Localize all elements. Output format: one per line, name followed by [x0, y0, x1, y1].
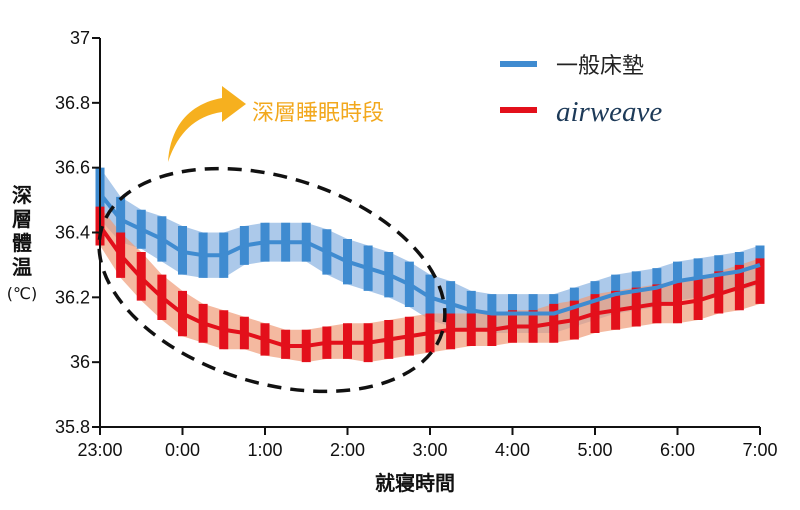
y-axis-title-char-4: 温 — [12, 255, 32, 279]
y-axis-unit: (℃) — [7, 284, 37, 303]
x-tick-label: 1:00 — [247, 440, 282, 460]
legend-label-airweave: airweave — [556, 96, 662, 128]
annotation-label: 深層睡眠時段 — [252, 101, 384, 126]
series-lines — [98, 192, 761, 348]
mean-line-regular-mattress — [98, 192, 761, 316]
x-tick-label: 3:00 — [412, 440, 447, 460]
x-tick-label: 6:00 — [660, 440, 695, 460]
x-tick-label: 2:00 — [330, 440, 365, 460]
x-tick-label: 0:00 — [165, 440, 200, 460]
y-tick-label: 36.2 — [55, 287, 90, 307]
y-tick-label: 36 — [70, 352, 90, 372]
x-tick-label: 5:00 — [577, 440, 612, 460]
y-tick-label: 35.8 — [55, 417, 90, 437]
y-tick-label: 36.8 — [55, 93, 90, 113]
legend-label-regular-mattress: 一般床墊 — [556, 54, 644, 79]
x-ticks: 23:00 0:00 1:00 2:00 3:00 4:00 5:00 6:00 7:00 — [77, 427, 778, 460]
y-axis-title-char-1: 深 — [12, 183, 32, 207]
y-ticks: 35.8 36 36.2 36.4 36.6 36.8 37 — [55, 28, 100, 437]
y-tick-label: 36.4 — [55, 223, 90, 243]
y-axis-title-char-2: 層 — [12, 207, 32, 231]
annotation-arrow-icon — [168, 86, 246, 162]
legend: 一般床墊 airweave — [500, 54, 662, 128]
x-tick-label: 4:00 — [495, 440, 530, 460]
mean-line-airweave — [98, 224, 761, 348]
x-tick-label: 7:00 — [742, 440, 777, 460]
x-axis-title: 就寝時間 — [375, 471, 455, 495]
y-axis-title-char-3: 體 — [12, 231, 32, 255]
x-tick-label: 23:00 — [77, 440, 122, 460]
y-tick-label: 37 — [70, 28, 90, 48]
y-tick-label: 36.6 — [55, 158, 90, 178]
deep-sleep-ellipse — [97, 166, 447, 394]
